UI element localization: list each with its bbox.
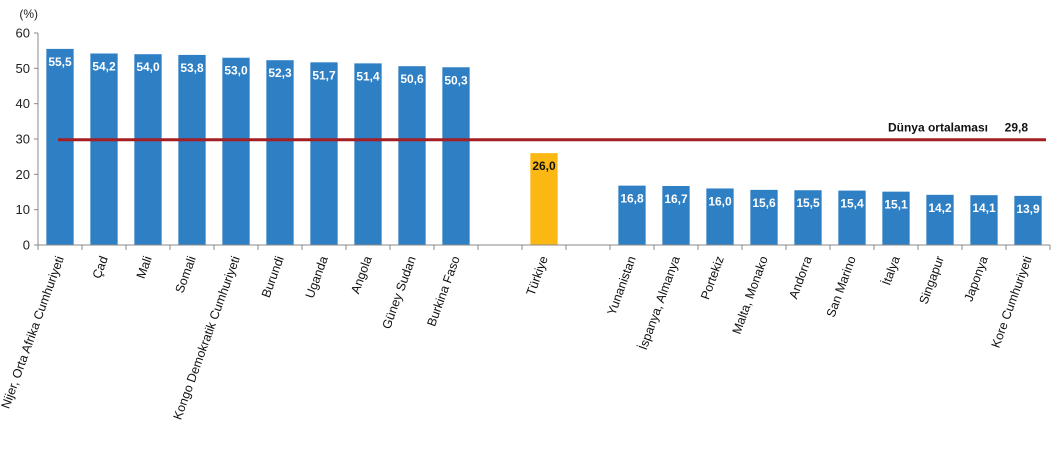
- bar: [398, 66, 426, 245]
- bar: [354, 63, 382, 246]
- data-label: 16,7: [664, 192, 688, 206]
- x-tick-label: San Marino: [824, 254, 859, 319]
- data-label: 16,0: [708, 194, 732, 208]
- bar: [794, 190, 822, 245]
- data-label: 53,8: [180, 61, 204, 75]
- data-label: 55,5: [48, 55, 72, 69]
- data-label: 15,5: [796, 196, 820, 210]
- bar: [266, 60, 294, 245]
- x-tick-label: Uganda: [303, 254, 331, 300]
- bar: [1014, 195, 1042, 245]
- x-tick-label: Yunanistan: [605, 254, 639, 317]
- y-tick-label: 20: [16, 167, 30, 182]
- reference-line-label: Dünya ortalaması: [888, 121, 988, 135]
- bar: [530, 153, 558, 245]
- bar: [662, 185, 690, 245]
- data-label: 14,1: [972, 201, 996, 215]
- x-tick-label: Singapur: [917, 254, 947, 306]
- x-tick-label: Burundi: [259, 254, 287, 299]
- x-tick-label: İspanya, Almanya: [636, 254, 683, 352]
- data-label: 16,8: [620, 192, 644, 206]
- y-tick-label: 40: [16, 96, 30, 111]
- bar: [222, 57, 250, 245]
- x-tick-label: Burkina Faso: [424, 254, 462, 328]
- data-label: 51,7: [312, 68, 336, 82]
- bar: [178, 54, 206, 246]
- x-tick-label: Nijer, Orta Afrika Cumhuriyeti: [0, 254, 67, 410]
- data-label: 54,2: [92, 59, 116, 73]
- x-tick-label: Mali: [134, 254, 155, 280]
- bar: [90, 53, 118, 245]
- x-tick-label: Angola: [348, 254, 374, 295]
- bar: [442, 67, 470, 245]
- data-label: 50,6: [400, 72, 424, 86]
- data-label: 14,2: [928, 201, 952, 215]
- data-label: 26,0: [532, 159, 556, 173]
- data-label: 15,4: [840, 197, 864, 211]
- bar: [926, 194, 954, 245]
- data-label: 52,3: [268, 66, 292, 80]
- bar: [706, 188, 734, 245]
- x-tick-label: Andorra: [786, 254, 814, 301]
- y-tick-label: 30: [16, 132, 30, 147]
- y-tick-label: 0: [23, 238, 30, 253]
- x-tick-label: Çad: [90, 254, 111, 280]
- data-label: 15,6: [752, 196, 776, 210]
- x-axis-labels: Nijer, Orta Afrika Cumhuriyeti Çad Mali Som…: [0, 254, 1035, 421]
- bar: [838, 190, 866, 245]
- data-label: 15,1: [884, 198, 908, 212]
- data-label: 53,0: [224, 64, 248, 78]
- x-axis-ticks: [37, 245, 1051, 250]
- bar: [310, 62, 338, 246]
- data-label: 54,0: [136, 60, 160, 74]
- data-label: 13,9: [1016, 202, 1040, 216]
- x-tick-label: Japonya: [961, 254, 990, 303]
- x-tick-label: Portekiz: [698, 254, 727, 301]
- x-tick-label: Kore Cumhuriyeti: [989, 254, 1035, 350]
- x-tick-label: Türkiye: [524, 254, 551, 297]
- bar: [134, 54, 162, 246]
- x-tick-label: İtalya: [879, 254, 902, 287]
- y-tick-label: 60: [16, 26, 30, 41]
- data-label: 50,3: [444, 73, 468, 87]
- y-tick-label: 50: [16, 61, 30, 76]
- reference-line-value: 29,8: [1005, 121, 1029, 135]
- bar: [970, 195, 998, 245]
- bars: [46, 48, 1042, 246]
- x-tick-label: Somali: [173, 254, 199, 295]
- y-axis-unit-label: (%): [19, 7, 38, 21]
- y-tick-label: 10: [16, 202, 30, 217]
- y-axis: 0 10 20 30 40 50 60: [16, 26, 38, 253]
- x-tick-label: Güney Sudan: [380, 254, 419, 331]
- bar: [46, 48, 74, 246]
- data-labels: 55,5 54,2 54,0 53,8 53,0 52,3 51,7 51,4 50,6 50,3…: [48, 55, 1040, 216]
- bar: [618, 185, 646, 245]
- x-tick-label: Malta, Monako: [730, 254, 771, 336]
- data-label: 51,4: [356, 69, 380, 83]
- bar: [882, 191, 910, 245]
- bar: [750, 189, 778, 245]
